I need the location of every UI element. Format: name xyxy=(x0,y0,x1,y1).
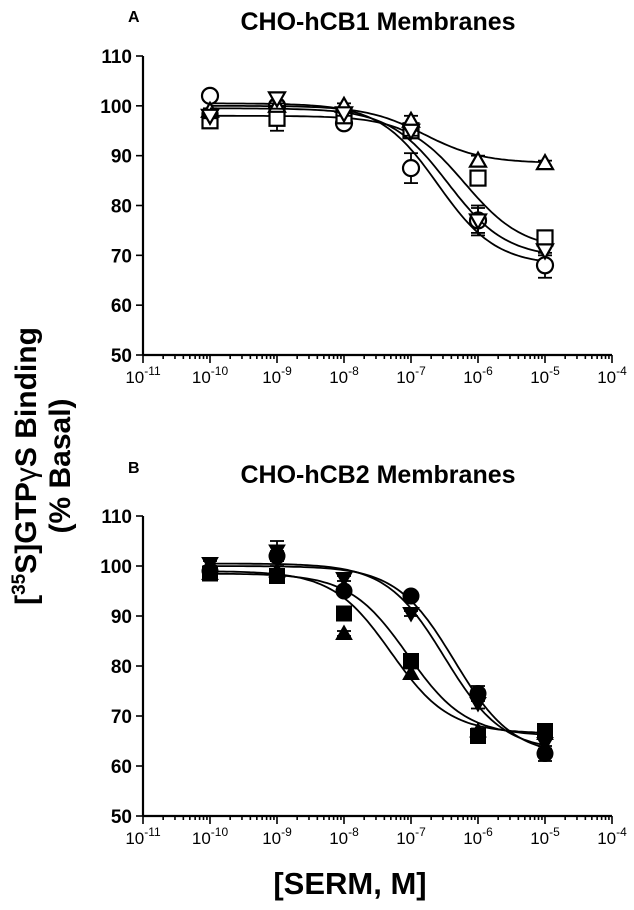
series-filled-square xyxy=(202,565,553,744)
data-point-filled-triangle-up xyxy=(469,721,487,738)
data-point-open-triangle-up xyxy=(535,152,555,171)
x-tick-label: 10-6 xyxy=(463,364,493,387)
data-point-open-triangle-down xyxy=(267,91,287,109)
y-tick-label: 100 xyxy=(100,557,132,578)
y-axis-label-line2: (% Basal) xyxy=(44,398,77,533)
data-point-filled-triangle-down xyxy=(268,544,286,561)
y-tick-label: 110 xyxy=(101,507,132,528)
data-point-open-circle xyxy=(401,159,421,178)
data-point-filled-triangle-down xyxy=(469,697,487,713)
y-tick-label: 110 xyxy=(101,47,132,68)
y-tick-label: 60 xyxy=(111,296,132,317)
y-tick-label: 90 xyxy=(111,147,132,168)
fit-curve xyxy=(210,105,542,163)
x-tick-label: 10-9 xyxy=(262,825,292,848)
fit-curve xyxy=(209,570,542,734)
data-point-filled-triangle-down xyxy=(335,572,353,588)
data-point-filled-triangle-down xyxy=(536,737,554,753)
panel-a-title: CHO-hCB1 Membranes xyxy=(240,8,515,36)
x-tick-label: 10-8 xyxy=(329,825,359,848)
x-tick-label: 10-6 xyxy=(463,825,493,848)
y-tick-label: 90 xyxy=(111,607,132,628)
y-axis-label: [35S]GTPγS Binding (% Basal) xyxy=(9,327,77,605)
x-axis-label: [SERM, M] xyxy=(273,866,426,901)
panel-a-letter: A xyxy=(128,9,140,26)
x-tick-label: 10-8 xyxy=(329,364,359,387)
x-tick-label: 10-4 xyxy=(597,825,627,848)
x-tick-label: 10-10 xyxy=(192,825,229,848)
data-point-open-triangle-down xyxy=(468,213,488,231)
y-tick-label: 80 xyxy=(111,657,132,678)
x-tick-label: 10-4 xyxy=(597,364,627,387)
fit-curve xyxy=(210,114,542,243)
panel-b-title: CHO-hCB2 Membranes xyxy=(240,461,515,489)
data-point-filled-triangle-up xyxy=(402,664,420,680)
data-point-open-triangle-up xyxy=(468,150,488,168)
data-point-open-triangle-down xyxy=(535,243,555,261)
fit-curve xyxy=(210,562,542,746)
x-tick-label: 10-11 xyxy=(125,825,161,848)
data-point-filled-circle xyxy=(402,587,420,605)
data-point-open-triangle-down xyxy=(401,123,421,141)
panel-b-letter: B xyxy=(128,460,140,477)
data-point-open-square xyxy=(469,169,487,187)
x-tick-label: 10-7 xyxy=(396,825,426,848)
data-point-filled-triangle-up xyxy=(268,561,286,578)
x-tick-label: 10-9 xyxy=(262,364,292,387)
data-point-open-square xyxy=(268,109,286,127)
series-open-triangle-down xyxy=(200,91,555,261)
y-axis-label-line1: [35S]GTPγS Binding xyxy=(9,327,43,605)
fit-curve xyxy=(210,572,542,736)
x-tick-label: 10-11 xyxy=(125,364,161,387)
x-tick-label: 10-5 xyxy=(530,825,560,848)
y-tick-label: 100 xyxy=(100,97,132,118)
data-point-open-triangle-down xyxy=(200,108,220,127)
series-filled-triangle-down xyxy=(201,540,554,753)
series-open-square xyxy=(201,104,554,247)
panel-b: B CHO-hCB2 Membranes 50 60 70 80 90 100 110 10-… xyxy=(100,460,627,848)
fit-curve xyxy=(210,565,542,748)
y-tick-label: 60 xyxy=(111,757,132,778)
data-point-open-triangle-down xyxy=(334,106,354,124)
x-tick-label: 10-5 xyxy=(530,364,560,387)
fit-curve xyxy=(210,102,542,262)
x-tick-label: 10-10 xyxy=(192,364,229,387)
panel-a: A CHO-hCB1 Membranes 50 60 70 80 90 100 110 10-… xyxy=(100,8,627,387)
y-tick-label: 50 xyxy=(111,807,132,828)
y-tick-label: 50 xyxy=(111,346,132,367)
y-tick-label: 70 xyxy=(111,246,132,267)
data-point-filled-triangle-up xyxy=(335,624,353,640)
x-tick-label: 10-7 xyxy=(396,364,426,387)
fit-curve xyxy=(210,107,542,253)
data-point-filled-square xyxy=(336,605,352,622)
y-tick-label: 70 xyxy=(111,707,132,728)
data-point-open-square xyxy=(536,229,554,247)
y-tick-label: 80 xyxy=(111,197,132,218)
series-filled-triangle-up xyxy=(201,561,554,740)
data-point-filled-triangle-down xyxy=(402,607,420,623)
data-point-filled-triangle-down xyxy=(201,557,219,573)
